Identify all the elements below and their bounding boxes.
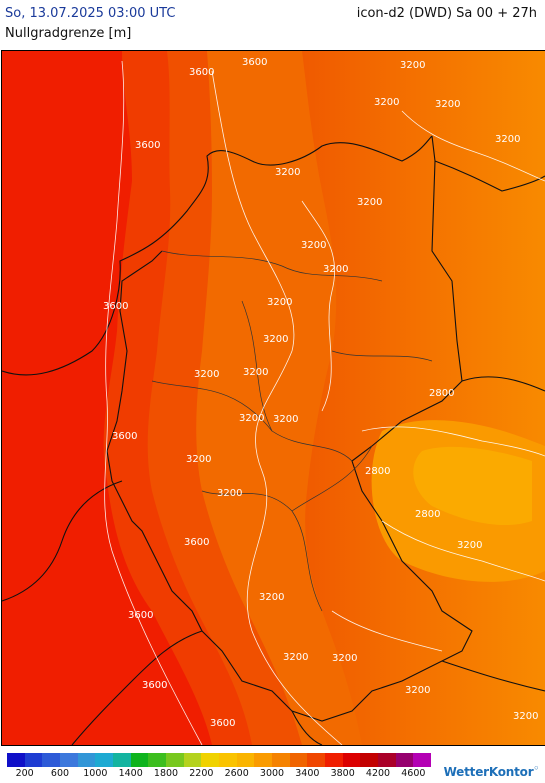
isoline-label: 3200 xyxy=(283,652,308,663)
color-legend xyxy=(7,753,432,767)
legend-swatch xyxy=(113,753,131,767)
legend-swatch xyxy=(95,753,114,767)
isoline-labels: 3600 3600 3200 3200 3600 3200 3200 3200 … xyxy=(103,57,538,729)
map-canvas: 3600 3600 3200 3200 3600 3200 3200 3200 … xyxy=(2,51,545,745)
legend-swatch xyxy=(219,753,237,767)
legend-tick-label: 2600 xyxy=(224,768,249,779)
isoline-label: 3200 xyxy=(275,167,300,178)
legend-swatch xyxy=(7,753,25,767)
isoline-label: 2800 xyxy=(365,466,390,477)
parameter-label: Nullgradgrenze [m] xyxy=(5,26,132,41)
legend-swatch xyxy=(413,753,432,767)
isoline-label: 3200 xyxy=(332,653,357,664)
legend-swatch xyxy=(236,753,255,767)
isoline-label: 3600 xyxy=(189,67,214,78)
legend-swatch xyxy=(378,753,396,767)
legend-tick-label: 4600 xyxy=(401,768,426,779)
isoline-label: 3200 xyxy=(301,240,326,251)
isoline-label: 3200 xyxy=(457,540,482,551)
legend-tick-label: 1400 xyxy=(118,768,143,779)
legend-swatch xyxy=(148,753,167,767)
legend-swatch xyxy=(183,753,202,767)
zone-3000m xyxy=(302,51,545,745)
legend-swatch xyxy=(60,753,78,767)
datetime-label: So, 13.07.2025 03:00 UTC xyxy=(5,6,176,21)
legend-tick-labels: 200 600 1000 1400 1800 2200 2600 3000 3400 3800 42… xyxy=(0,767,545,781)
legend-swatch xyxy=(254,753,273,767)
isoline-label: 3200 xyxy=(217,488,242,499)
isoline-label: 3200 xyxy=(357,197,382,208)
legend-tick-label: 2200 xyxy=(189,768,214,779)
zone-2600m xyxy=(413,446,532,526)
state-borders xyxy=(151,250,433,612)
legend-tick-label: 3400 xyxy=(295,768,320,779)
wetterkontor-logo[interactable]: WetterKontor◦ xyxy=(443,764,540,779)
legend-tick-label: 3800 xyxy=(330,768,355,779)
isoline-label: 3200 xyxy=(239,413,264,424)
legend-swatch xyxy=(395,753,414,767)
isoline-label: 3200 xyxy=(435,99,460,110)
isoline-label: 3600 xyxy=(128,610,153,621)
isoline-label: 3600 xyxy=(142,680,167,691)
isoline-label: 3200 xyxy=(243,367,268,378)
legend-tick-label: 1800 xyxy=(153,768,179,779)
isoline-label: 3200 xyxy=(186,454,211,465)
isoline-label: 3600 xyxy=(103,301,128,312)
isoline-label: 3200 xyxy=(267,297,292,308)
legend-swatch xyxy=(272,753,290,767)
legend-swatch xyxy=(130,753,149,767)
legend-swatch xyxy=(24,753,43,767)
legend-swatch xyxy=(166,753,184,767)
isoline-label: 3200 xyxy=(405,685,430,696)
isoline-label: 3200 xyxy=(323,264,348,275)
legend-tick-label: 3000 xyxy=(259,768,285,779)
legend-swatch xyxy=(325,753,343,767)
legend-tick-label: 200 xyxy=(15,768,34,779)
isoline-label: 3600 xyxy=(135,140,160,151)
legend-swatch xyxy=(201,753,220,767)
isoline-label: 3200 xyxy=(495,134,520,145)
isoline-label: 3600 xyxy=(242,57,267,68)
isoline-label: 3200 xyxy=(259,592,284,603)
brand-name: WetterKontor xyxy=(443,765,534,779)
isoline-label: 3600 xyxy=(112,431,137,442)
isoline-label: 3600 xyxy=(210,718,235,729)
legend-tick-label: 600 xyxy=(50,768,70,779)
isoline-label: 3200 xyxy=(513,711,538,722)
isoline-label: 3200 xyxy=(374,97,399,108)
isoline-label: 3600 xyxy=(184,537,209,548)
legend-swatch xyxy=(289,753,308,767)
drop-icon: ◦ xyxy=(533,764,539,774)
legend-tick-label: 1000 xyxy=(83,768,108,779)
isoline-label: 3200 xyxy=(263,334,288,345)
isoline-label: 3200 xyxy=(273,414,298,425)
isoline-label: 2800 xyxy=(415,509,440,520)
model-run-label: icon-d2 (DWD) Sa 00 + 27h xyxy=(356,6,537,21)
isoline-label: 2800 xyxy=(429,388,454,399)
legend-swatch xyxy=(307,753,326,767)
legend-tick-label: 4200 xyxy=(365,768,391,779)
isolines xyxy=(104,60,545,745)
legend-swatch xyxy=(342,753,361,767)
isoline-label: 3200 xyxy=(400,60,425,71)
legend-swatch xyxy=(77,753,96,767)
legend-swatch xyxy=(360,753,379,767)
isoline-label: 3200 xyxy=(194,369,219,380)
weather-map[interactable]: 3600 3600 3200 3200 3600 3200 3200 3200 … xyxy=(1,50,545,746)
country-borders xyxy=(2,135,545,745)
legend-swatch xyxy=(42,753,61,767)
